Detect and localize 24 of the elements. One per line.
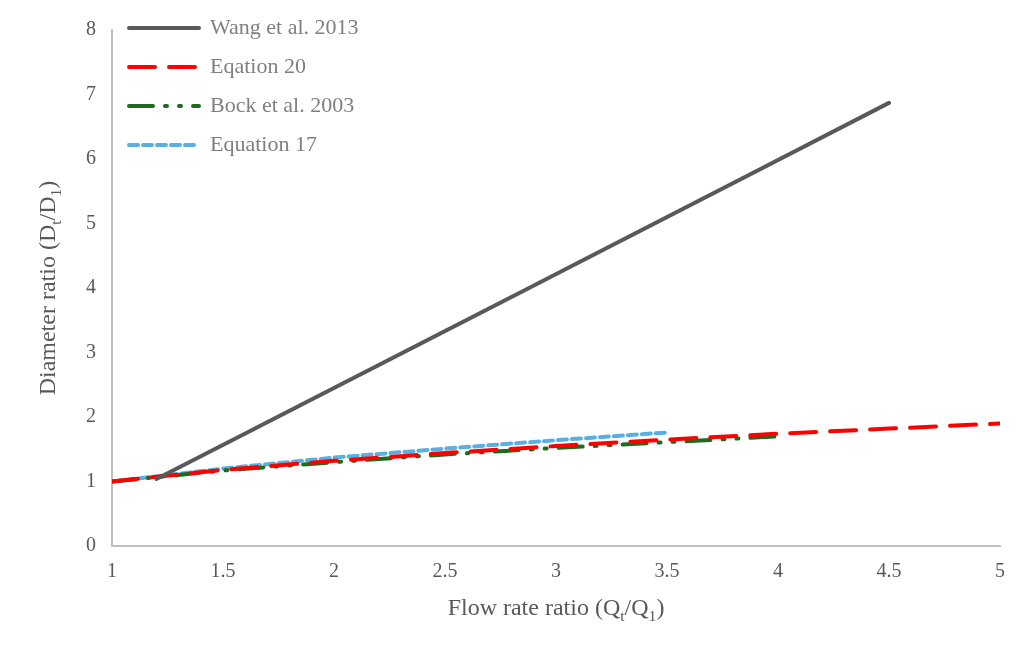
legend-label: Bock et al. 2003 bbox=[210, 91, 355, 117]
x-tick-label: 5 bbox=[995, 559, 1005, 582]
y-tick-label: 0 bbox=[86, 533, 96, 556]
x-tick-label: 4 bbox=[773, 559, 783, 582]
y-tick-label: 1 bbox=[86, 468, 96, 491]
legend-label: Equation 17 bbox=[210, 130, 317, 156]
y-tick-label: 7 bbox=[86, 81, 96, 104]
x-tick-label: 2 bbox=[329, 559, 339, 582]
y-tick-label: 6 bbox=[86, 146, 96, 169]
legend-label: Wang et al. 2013 bbox=[210, 13, 359, 39]
y-tick-label: 3 bbox=[86, 339, 96, 362]
x-tick-label: 2.5 bbox=[432, 559, 458, 582]
x-tick-label: 1 bbox=[107, 559, 117, 582]
x-tick-label: 3 bbox=[551, 559, 561, 582]
legend-label: Eqation 20 bbox=[210, 52, 306, 78]
y-tick-label: 8 bbox=[86, 17, 96, 40]
y-tick-label: 4 bbox=[86, 275, 96, 298]
y-tick-label: 5 bbox=[86, 210, 96, 233]
y-axis-title: Diameter ratio (Dt/D1) bbox=[34, 180, 64, 396]
x-tick-label: 1.5 bbox=[210, 559, 236, 582]
x-tick-label: 3.5 bbox=[654, 559, 680, 582]
line-series bbox=[112, 421, 1000, 484]
y-tick-label: 2 bbox=[86, 404, 96, 427]
x-tick-label: 4.5 bbox=[876, 559, 902, 582]
